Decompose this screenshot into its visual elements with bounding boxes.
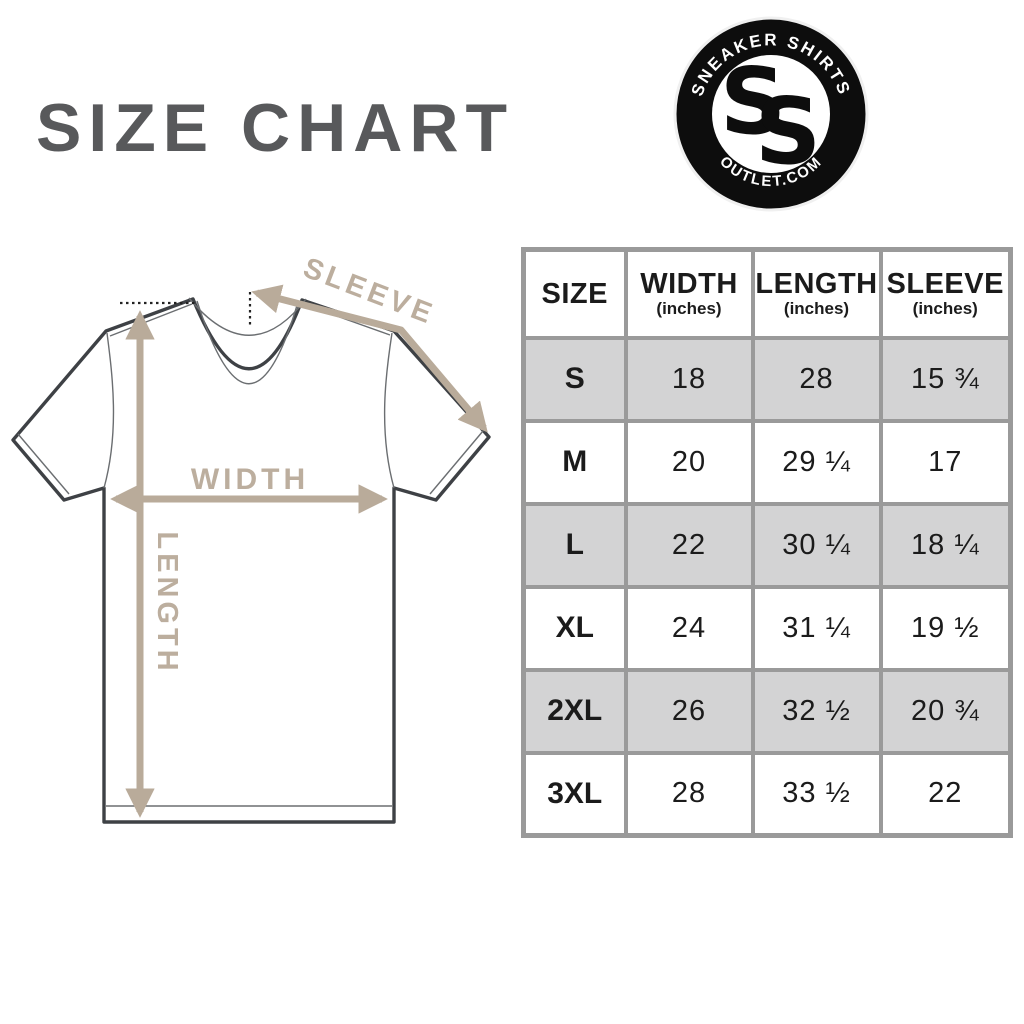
header-length: LENGTH (inches) xyxy=(750,247,883,340)
header-length-label: LENGTH xyxy=(755,268,878,301)
sleeve-arrow xyxy=(251,284,488,433)
table-row-xl: XL 24 31 ¼ 19 ½ xyxy=(521,584,1013,672)
header-sleeve: SLEEVE (inches) xyxy=(878,247,1013,340)
width-cell: 20 xyxy=(623,418,755,506)
header-width-label: WIDTH xyxy=(640,268,738,301)
size-cell: 2XL xyxy=(521,667,628,755)
header-width: WIDTH (inches) xyxy=(623,247,755,340)
header-length-unit: (inches) xyxy=(783,299,850,319)
sleeve-cell: 18 ¼ xyxy=(878,501,1013,589)
header-sleeve-label: SLEEVE xyxy=(886,268,1004,301)
size-cell: XL xyxy=(521,584,628,672)
table-row-3xl: 3XL 28 33 ½ 22 xyxy=(521,750,1013,838)
left-armhole-seam xyxy=(103,332,115,489)
width-cell: 18 xyxy=(623,335,755,423)
logo-inner-circle xyxy=(712,55,830,173)
sleeve-cell: 17 xyxy=(878,418,1013,506)
header-sleeve-unit: (inches) xyxy=(912,299,978,319)
size-cell: 3XL xyxy=(521,750,628,838)
table-row-l: L 22 30 ¼ 18 ¼ xyxy=(521,501,1013,589)
length-cell: 33 ½ xyxy=(750,750,883,838)
table-row-2xl: 2XL 26 32 ½ 20 ¾ xyxy=(521,667,1013,755)
right-cuff-seam xyxy=(429,430,484,495)
width-cell: 24 xyxy=(623,584,755,672)
size-cell: L xyxy=(521,501,628,589)
length-cell: 32 ½ xyxy=(750,667,883,755)
tshirt-measurement-diagram: WIDTH LENGTH SLEEVE xyxy=(11,252,491,824)
length-cell: 30 ¼ xyxy=(750,501,883,589)
sleeve-cell: 15 ¾ xyxy=(878,335,1013,423)
header-width-unit: (inches) xyxy=(656,299,722,319)
table-row-m: M 20 29 ¼ 17 xyxy=(521,418,1013,506)
width-cell: 26 xyxy=(623,667,755,755)
logo-monogram-s1: S xyxy=(720,48,786,155)
table-header-row: SIZE WIDTH (inches) LENGTH (inches) SLEE… xyxy=(521,247,1013,340)
logo-monogram-s2: S xyxy=(755,78,821,185)
table-row-s: S 18 28 15 ¾ xyxy=(521,335,1013,423)
header-size-label: SIZE xyxy=(541,277,608,310)
sleeve-cell: 22 xyxy=(878,750,1013,838)
length-cell: 29 ¼ xyxy=(750,418,883,506)
size-table: SIZE WIDTH (inches) LENGTH (inches) SLEE… xyxy=(521,247,1013,838)
brand-logo: SNEAKER SHIRTS OUTLET.COM S S xyxy=(673,16,869,212)
length-label: LENGTH xyxy=(151,531,183,674)
tshirt-outline xyxy=(11,297,491,824)
length-cell: 28 xyxy=(750,335,883,423)
sleeve-cell: 19 ½ xyxy=(878,584,1013,672)
sleeve-cell: 20 ¾ xyxy=(878,667,1013,755)
header-size: SIZE xyxy=(521,247,628,340)
width-cell: 22 xyxy=(623,501,755,589)
size-cell: S xyxy=(521,335,628,423)
page-title: SIZE CHART xyxy=(36,90,514,166)
width-label: WIDTH xyxy=(191,463,309,496)
size-cell: M xyxy=(521,418,628,506)
left-cuff-seam xyxy=(17,433,70,495)
width-cell: 28 xyxy=(623,750,755,838)
length-cell: 31 ¼ xyxy=(750,584,883,672)
